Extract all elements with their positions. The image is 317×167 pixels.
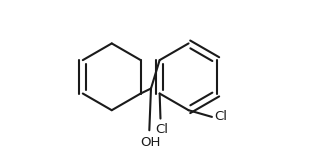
Text: OH: OH xyxy=(140,136,160,149)
Text: Cl: Cl xyxy=(155,123,168,136)
Text: Cl: Cl xyxy=(215,110,228,123)
